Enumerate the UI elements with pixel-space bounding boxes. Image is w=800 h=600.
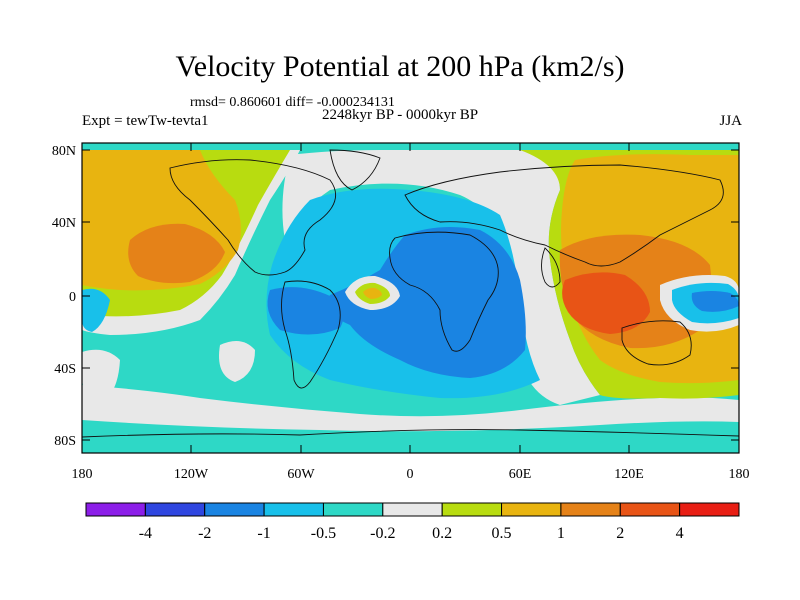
colorbar-swatch [382, 502, 443, 517]
contour-sw-pacific-white [219, 341, 255, 382]
tick-marks [81, 143, 740, 453]
lon-label-120w: 120W [174, 467, 209, 482]
lon-label-60e: 60E [509, 467, 532, 482]
colorbar-swatch [263, 502, 324, 517]
coast-greenland [329, 149, 381, 191]
velocity-potential-field [82, 143, 739, 453]
season-label: JJA [719, 113, 742, 129]
lat-label-80n: 80N [52, 144, 76, 159]
colorbar-label: -0.5 [311, 525, 336, 542]
plot-title: Velocity Potential at 200 hPa (km2/s) [175, 50, 625, 83]
colorbar-swatch [204, 502, 265, 517]
coast-north-america [169, 159, 337, 276]
coast-india [541, 247, 561, 288]
colorbar-label: -4 [139, 525, 152, 542]
lat-label-80s: 80S [54, 434, 76, 449]
contour-east-pacific-cyan [82, 288, 110, 332]
lat-label-40n: 40N [52, 216, 76, 231]
coast-australia [621, 320, 692, 366]
contour-africa-blue [327, 226, 526, 378]
latitude-labels: 80N 40N 0 40S 80S [52, 144, 76, 449]
colorbar-swatch [560, 502, 621, 517]
coast-eurasia [404, 164, 724, 267]
coast-south-america [281, 280, 341, 389]
lon-label-0: 0 [407, 467, 414, 482]
colorbar-label: -1 [257, 525, 270, 542]
contour-sp-white [82, 349, 120, 402]
colorbar-swatch [441, 502, 503, 517]
lat-label-40s: 40S [54, 362, 76, 377]
lat-label-0: 0 [69, 290, 76, 305]
experiment-label: Expt = tewTw-tevta1 [82, 113, 209, 129]
colorbar-label: 1 [557, 525, 565, 542]
contour-west-pacific-blue [691, 291, 739, 312]
longitude-labels: 180 120W 60W 0 60E 120E 180 [72, 467, 750, 482]
coast-antarctica [82, 429, 739, 438]
contour-maritime-core [562, 272, 650, 334]
colorbar-swatch [144, 502, 206, 517]
colorbar-label: 2 [616, 525, 624, 542]
colorbar-swatch [322, 502, 384, 517]
coastlines [82, 149, 739, 438]
lon-label-60w: 60W [287, 467, 315, 482]
contour-far-south [82, 420, 739, 453]
colorbar-swatch [85, 502, 146, 517]
colorbar-swatch [619, 502, 681, 517]
colorbar-label: 0.2 [432, 525, 452, 542]
contour-south-america-blue [267, 287, 344, 335]
colorbar-label: -0.2 [370, 525, 395, 542]
rmsd-diff-stats: rmsd= 0.860601 diff= -0.000234131 [190, 95, 395, 110]
colorbar-swatch [501, 502, 562, 517]
contour-ne-pacific-core [128, 223, 225, 284]
colorbar-swatch [679, 502, 740, 517]
lon-label-180w: 180 [72, 467, 93, 482]
lon-label-180e: 180 [729, 467, 750, 482]
coast-africa [389, 231, 499, 352]
colorbar-label: 0.5 [492, 525, 512, 542]
time-slice-subtitle: 2248kyr BP - 0000kyr BP [322, 107, 479, 123]
lon-label-120e: 120E [614, 467, 644, 482]
contour-atlantic-spot-core [363, 287, 382, 299]
colorbar-label: 4 [676, 525, 684, 542]
colorbar: -4 -2 -1 -0.5 -0.2 0.2 0.5 1 2 4 [85, 502, 740, 542]
colorbar-label: -2 [198, 525, 211, 542]
